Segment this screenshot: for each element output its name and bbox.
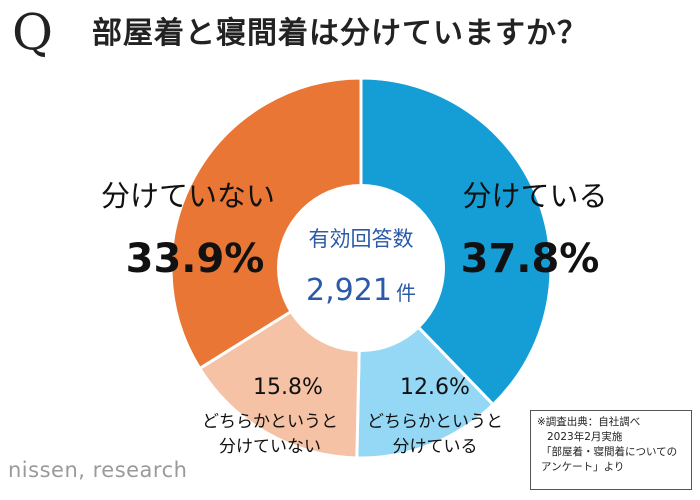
footnote-line: アンケート」より — [541, 461, 625, 473]
slice-pct-wakete-iru: 37.8% — [461, 236, 600, 282]
donut-hole — [277, 184, 445, 352]
center-count-line: 2,921 件 — [306, 273, 416, 308]
source-footnote: ※調査出典：自社調べ 2023年2月実施 「部屋着・寝間着についての アンケート… — [530, 410, 692, 490]
slice-label-dochira-wakete-inai-1: どちらかというと — [202, 412, 338, 432]
slice-label-dochira-wakete-inai-2: 分けていない — [219, 437, 321, 457]
pie-slice-0 — [359, 76, 553, 407]
slice-pct-dochira-wakete-inai: 15.8% — [253, 375, 323, 400]
center-count: 2,921 — [306, 273, 392, 308]
slice-pct-dochira-wakete-iru: 12.6% — [400, 375, 470, 400]
footnote-line: ※調査出典：自社調べ — [537, 416, 641, 428]
footnote-line: 2023年2月実施 — [547, 431, 623, 443]
slice-label-dochira-wakete-iru-2: 分けている — [393, 437, 478, 457]
center-label: 有効回答数 — [309, 227, 414, 251]
slice-label-wakete-iru: 分けている — [462, 179, 607, 213]
slice-label-wakete-inai: 分けていない — [101, 179, 275, 213]
footnote-line: 「部屋着・寝間着についての — [541, 446, 678, 458]
center-unit: 件 — [396, 281, 416, 305]
nissen-research-logo: nissen, research — [8, 458, 188, 482]
slice-label-dochira-wakete-iru-1: どちらかというと — [367, 412, 503, 432]
page-title: 部屋着と寝間着は分けていますか？ — [92, 16, 588, 51]
q-letter: Q — [12, 3, 53, 61]
slice-pct-wakete-inai: 33.9% — [126, 236, 265, 282]
